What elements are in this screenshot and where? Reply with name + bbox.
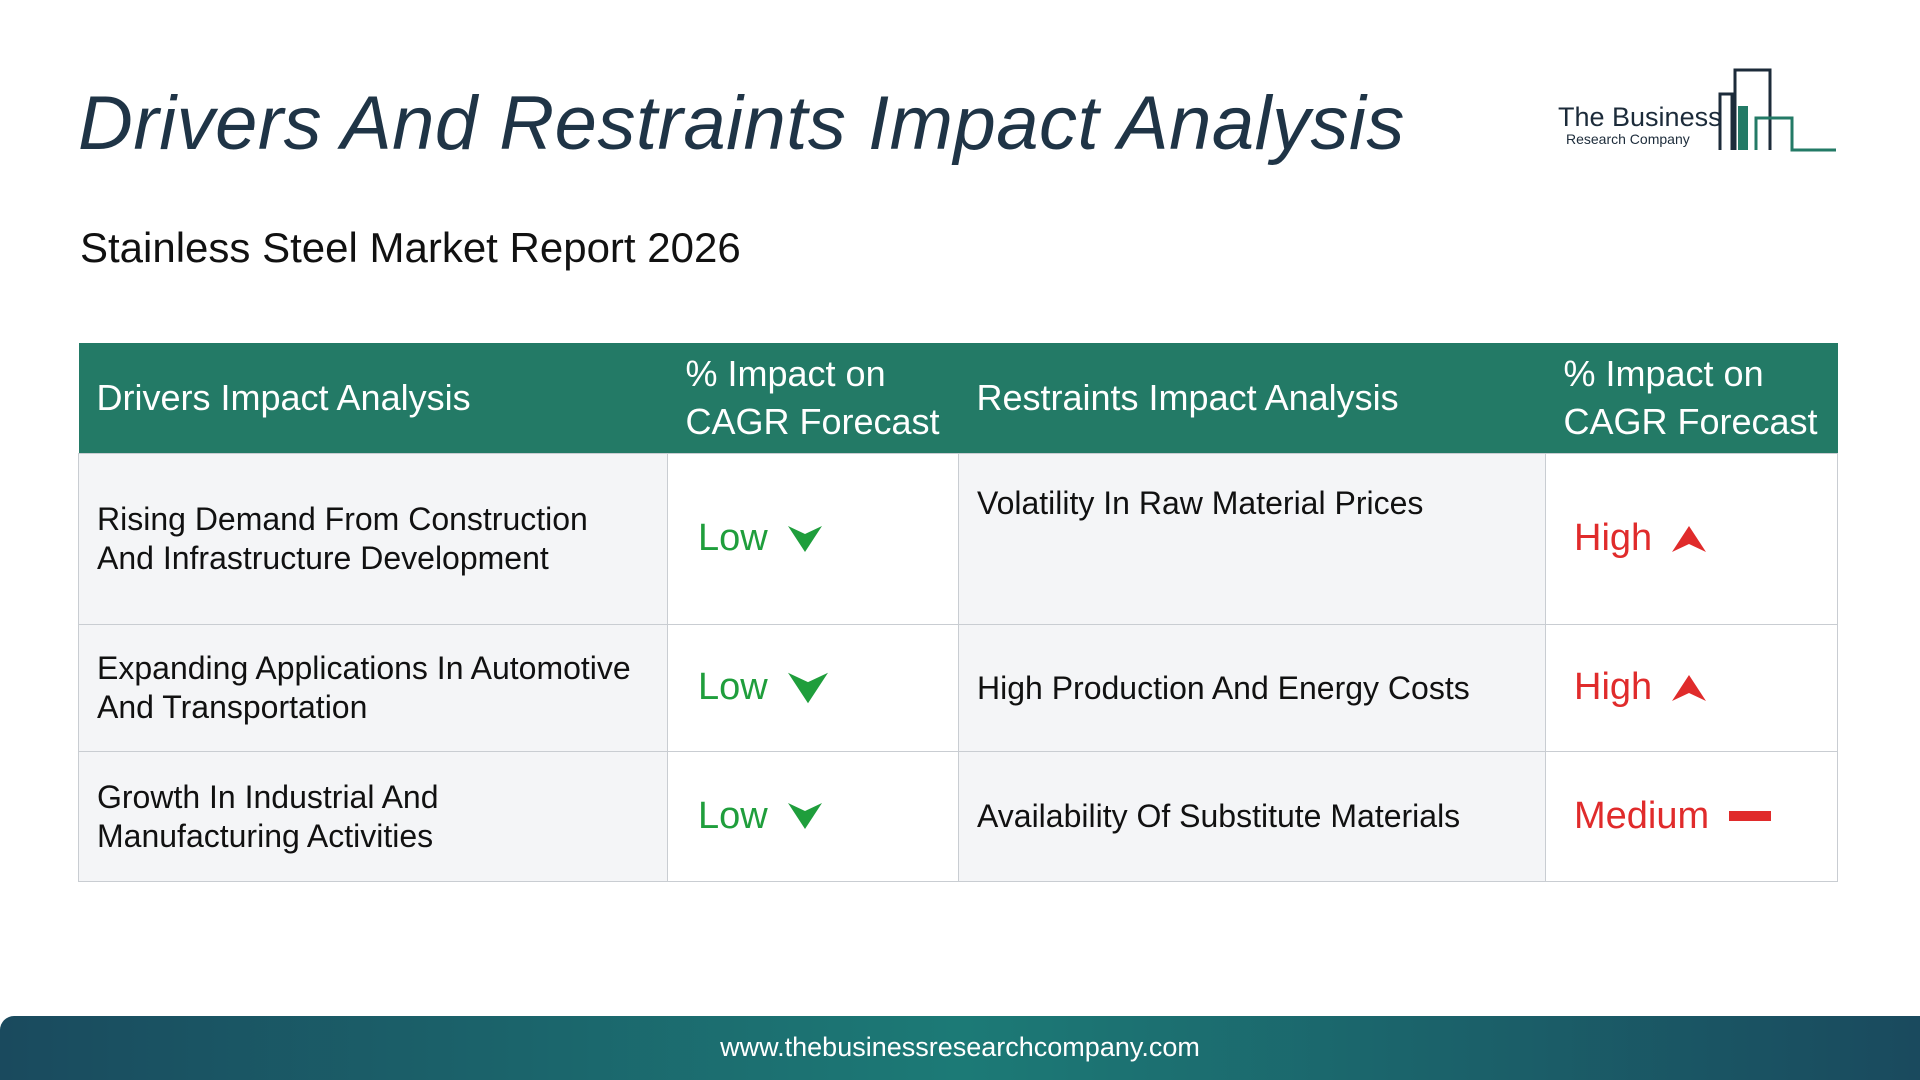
driver-impact-cell: Low <box>667 453 959 625</box>
impact-table: Drivers Impact Analysis % Impact on CAGR… <box>78 343 1838 882</box>
table-row: Rising Demand From Construction And Infr… <box>78 453 1838 625</box>
restraint-cell: Availability Of Substitute Materials <box>958 751 1546 882</box>
restraint-impact-cell: Medium <box>1545 751 1838 882</box>
restraint-cell: High Production And Energy Costs <box>958 624 1546 752</box>
impact-label: High <box>1574 666 1653 708</box>
restraint-impact-cell: High <box>1545 453 1838 625</box>
arrow-up-icon <box>1672 525 1707 552</box>
page-title: Drivers And Restraints Impact Analysis <box>78 81 1405 166</box>
driver-cell: Expanding Applications In Automotive And… <box>78 624 668 752</box>
header-restraints: Restraints Impact Analysis <box>958 343 1546 454</box>
impact-level: Medium <box>1574 794 1772 837</box>
impact-label: Low <box>698 666 768 708</box>
footer-bar: www.thebusinessresearchcompany.com <box>0 1016 1920 1080</box>
impact-level: High <box>1574 666 1707 708</box>
impact-level: Low <box>698 794 822 837</box>
arrow-down-icon <box>787 525 822 552</box>
driver-cell: Growth In Industrial And Manufacturing A… <box>78 751 668 882</box>
impact-label: Low <box>698 794 768 837</box>
impact-level: High <box>1574 517 1707 559</box>
impact-label: Low <box>698 517 768 559</box>
restraint-cell: Volatility In Raw Material Prices <box>958 453 1546 625</box>
table-row: Expanding Applications In Automotive And… <box>78 624 1838 752</box>
header-drivers: Drivers Impact Analysis <box>78 343 668 454</box>
logo-name: The Business <box>1558 102 1722 132</box>
impact-level: Low <box>698 519 822 558</box>
impact-label: High <box>1574 517 1653 559</box>
arrow-up-icon <box>1672 674 1707 701</box>
page-subtitle: Stainless Steel Market Report 2026 <box>80 224 741 271</box>
restraint-impact-cell: High <box>1545 624 1838 752</box>
footer-url[interactable]: www.thebusinessresearchcompany.com <box>720 1032 1200 1062</box>
arrow-down-icon <box>787 803 822 829</box>
impact-level: Low <box>698 668 828 707</box>
header-drivers-impact: % Impact on CAGR Forecast <box>667 343 959 454</box>
impact-label: Medium <box>1574 794 1710 837</box>
table-header-row: Drivers Impact Analysis % Impact on CAGR… <box>78 343 1838 454</box>
logo-tagline: Research Company <box>1566 131 1690 147</box>
company-logo: The Business Research Company <box>1552 66 1842 158</box>
arrow-down-icon <box>787 672 828 703</box>
driver-impact-cell: Low <box>667 624 959 752</box>
driver-cell: Rising Demand From Construction And Infr… <box>78 453 668 625</box>
driver-impact-cell: Low <box>667 751 959 882</box>
restraint-label: Volatility In Raw Material Prices <box>977 485 1424 521</box>
building-bars-icon <box>1718 68 1836 152</box>
dash-icon <box>1729 811 1772 821</box>
table-row: Growth In Industrial And Manufacturing A… <box>78 751 1838 882</box>
header-restraints-impact: % Impact on CAGR Forecast <box>1545 343 1838 454</box>
